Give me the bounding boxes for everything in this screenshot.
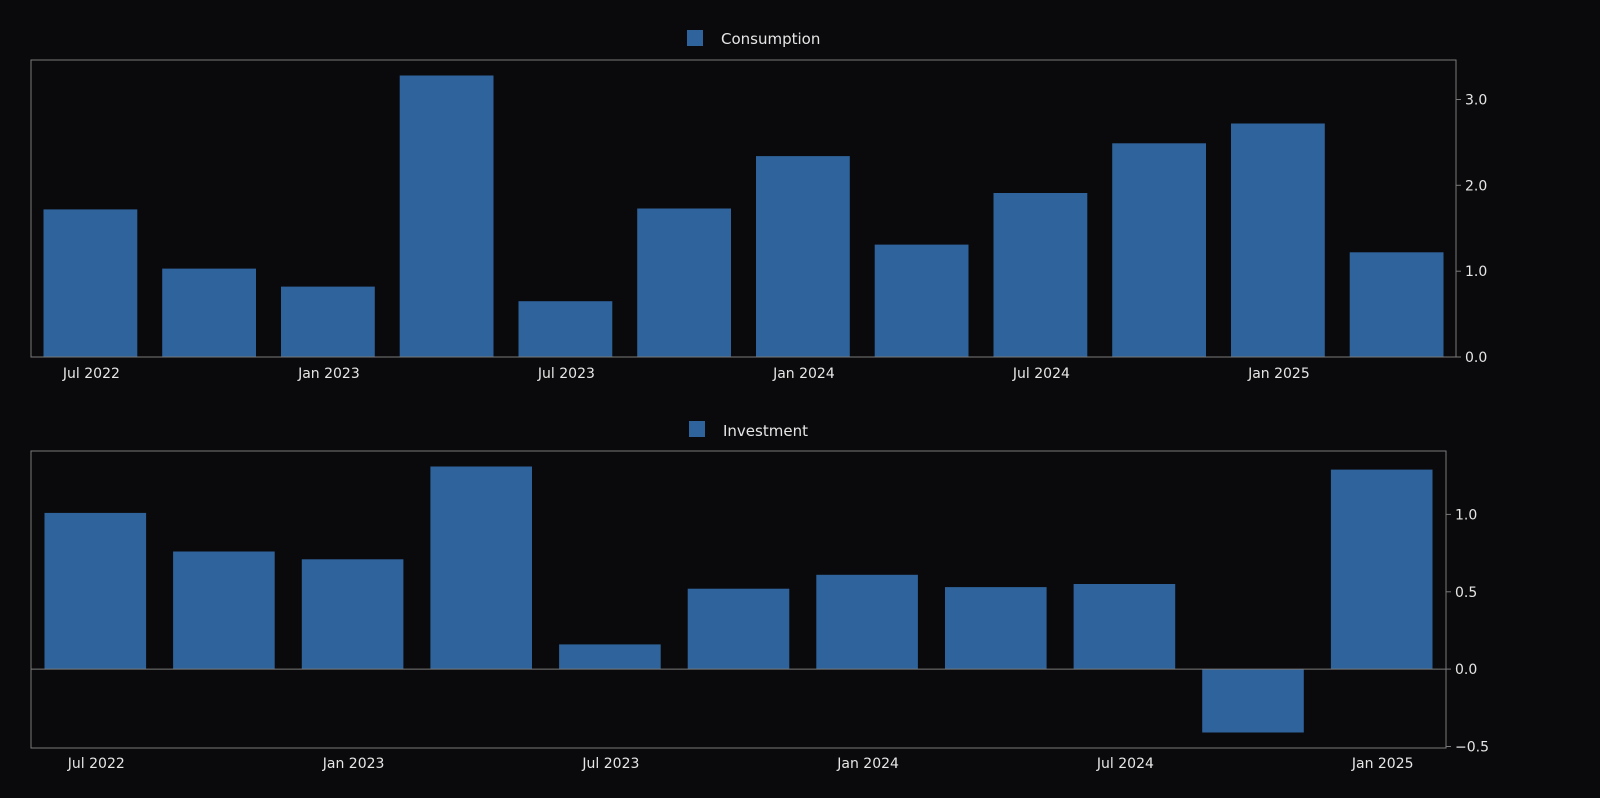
investment-bar-2022-07[interactable]: [44, 512, 147, 670]
y-tick-label: 0.0: [1465, 350, 1487, 366]
investment-legend-label[interactable]: Investment: [723, 422, 808, 440]
consumption-bar-2025-04[interactable]: [1349, 252, 1444, 357]
x-tick-label: Jan 2023: [322, 756, 385, 772]
investment-bar-2023-04[interactable]: [430, 466, 532, 670]
x-tick-label: Jan 2024: [836, 756, 899, 772]
consumption-bar-2022-07[interactable]: [43, 209, 138, 357]
investment-bar-2023-10[interactable]: [687, 588, 790, 670]
consumption-legend-label[interactable]: Consumption: [721, 30, 820, 48]
investment-bar-2025-01[interactable]: [1330, 469, 1433, 670]
consumption-plot-frame: [30, 59, 1457, 358]
y-tick-label: 2.0: [1465, 178, 1487, 194]
consumption-panel: Consumption Jul 2022 Jan 2023 Jul 2023 Jan …: [30, 30, 1487, 382]
y-tick-label: 3.0: [1465, 93, 1487, 109]
x-tick-label: Jan 2024: [772, 366, 835, 382]
consumption-bar-2023-07[interactable]: [518, 301, 613, 357]
investment-bar-2023-01[interactable]: [301, 559, 404, 670]
x-tick-label: Jan 2025: [1247, 366, 1310, 382]
y-tick-label: 0.5: [1455, 585, 1477, 601]
consumption-bar-2023-10[interactable]: [637, 208, 731, 358]
investment-plot-frame: [30, 450, 1447, 749]
consumption-bar-2023-01[interactable]: [281, 286, 375, 357]
investment-y-axis: −0.5 0.0 0.5 1.0: [1446, 507, 1489, 756]
y-tick-label: 1.0: [1455, 507, 1477, 523]
consumption-bar-2022-10[interactable]: [162, 268, 256, 357]
consumption-x-axis: Jul 2022 Jan 2023 Jul 2023 Jan 2024 Jul 2024…: [62, 366, 1310, 382]
y-tick-label: −0.5: [1455, 740, 1489, 756]
investment-legend-swatch[interactable]: [689, 421, 705, 437]
y-tick-label: 0.0: [1455, 662, 1477, 678]
x-tick-label: Jul 2023: [581, 756, 639, 772]
consumption-legend-swatch[interactable]: [687, 30, 703, 46]
x-tick-label: Jul 2022: [62, 366, 120, 382]
consumption-bar-2024-04[interactable]: [874, 244, 969, 357]
investment-bar-2024-10[interactable]: [1202, 669, 1304, 733]
x-tick-label: Jul 2023: [537, 366, 595, 382]
x-tick-label: Jan 2023: [297, 366, 360, 382]
consumption-bar-2024-07[interactable]: [993, 193, 1088, 357]
investment-panel: Investment Jul 2022 Jan 2023 Jul 2023 Jan 2…: [30, 421, 1489, 772]
consumption-bar-2024-10[interactable]: [1112, 143, 1206, 357]
consumption-bars: [43, 75, 1444, 358]
consumption-bar-2025-01[interactable]: [1231, 123, 1325, 358]
x-tick-label: Jul 2024: [1012, 366, 1070, 382]
consumption-bar-2024-01[interactable]: [756, 156, 850, 357]
y-tick-label: 1.0: [1465, 264, 1487, 280]
investment-x-axis: Jul 2022 Jan 2023 Jul 2023 Jan 2024 Jul 2024…: [67, 756, 1414, 772]
consumption-bar-2023-04[interactable]: [399, 75, 494, 358]
investment-bars: [44, 466, 1433, 733]
investment-bar-2024-07[interactable]: [1073, 584, 1176, 670]
x-tick-label: Jan 2025: [1351, 756, 1414, 772]
investment-bar-2024-04[interactable]: [945, 587, 1047, 670]
investment-bar-2023-07[interactable]: [559, 644, 661, 670]
investment-bar-2024-01[interactable]: [816, 574, 918, 670]
consumption-y-axis: 0.0 1.0 2.0 3.0: [1456, 93, 1487, 366]
investment-bar-2022-10[interactable]: [173, 551, 275, 670]
x-tick-label: Jul 2024: [1096, 756, 1154, 772]
x-tick-label: Jul 2022: [67, 756, 125, 772]
